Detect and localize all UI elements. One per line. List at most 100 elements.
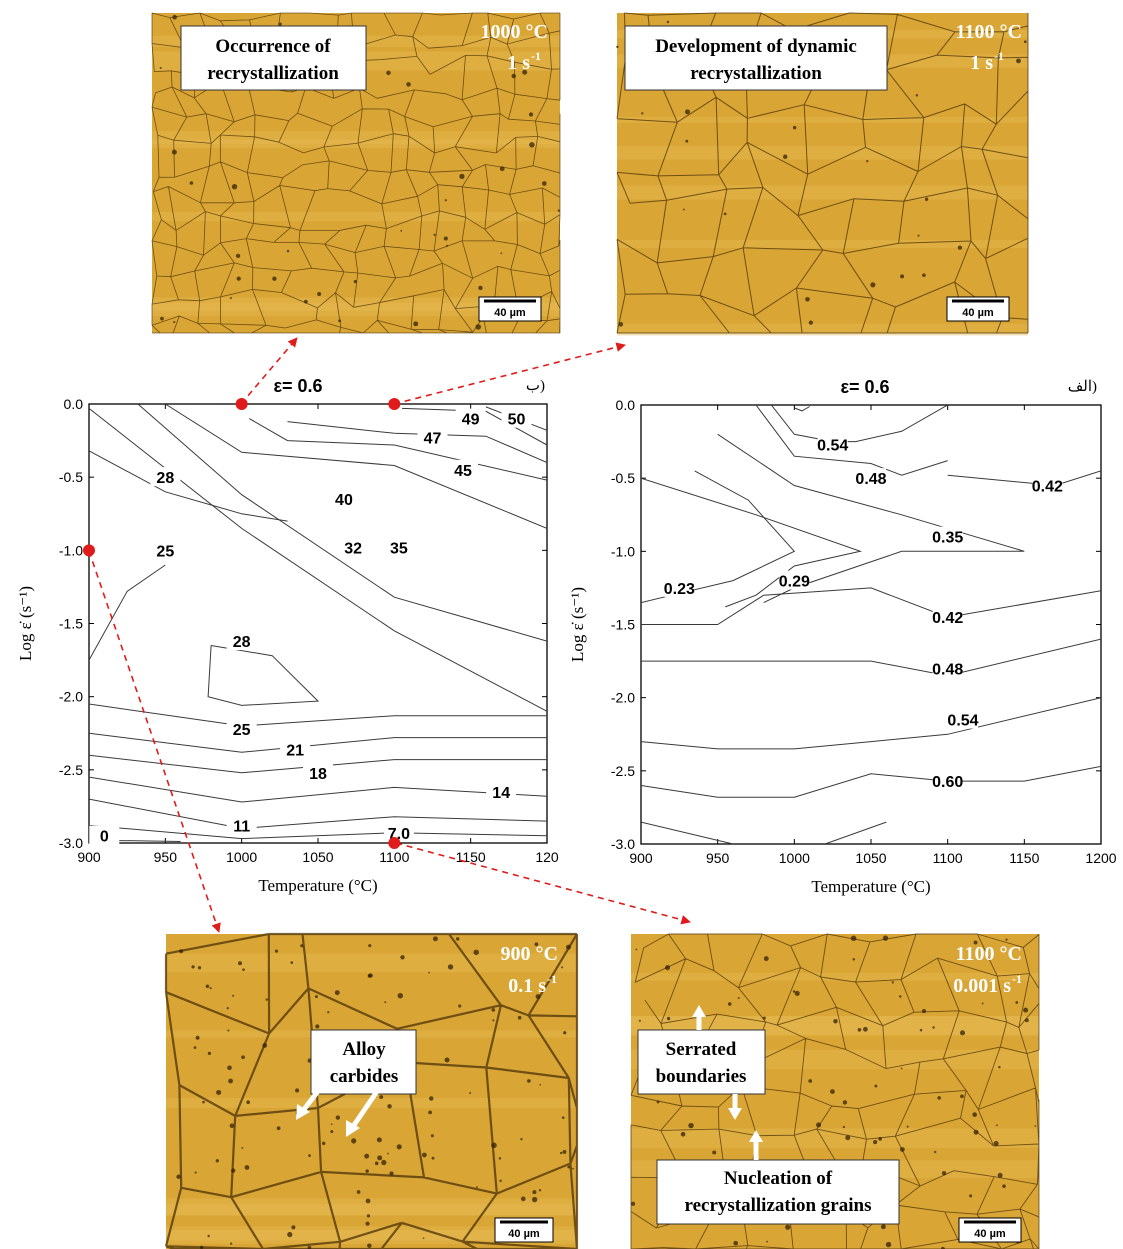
texture-band [152,211,560,222]
carbide-dot [631,1201,636,1206]
carbide-dot [327,1011,330,1014]
contour-label-bg [150,540,181,560]
caption-top-right-line1: Development of dynamic [655,36,857,57]
caption-bottom-left-line2: carbides [330,1066,399,1087]
carbide-dot [455,937,460,941]
carbide-dot [376,1137,382,1143]
contour-label-bg [779,570,810,590]
carbide-dot [921,1009,927,1014]
boundary-arrows [692,1005,763,1160]
x-tick-label: 950 [154,849,178,865]
caption-box-top-right: Development of dynamic recrystallization [624,25,888,91]
carbide-dot [762,1016,766,1020]
contour-line [137,404,547,642]
carbide-dot [891,981,894,984]
carbide-dot [981,1002,984,1005]
carbide-dot [782,154,788,160]
arrow-to-top-right [393,342,626,405]
carbide-dot [473,949,479,956]
contour-line [641,638,1101,677]
contour-label-bg [486,781,517,801]
carbide-dot [173,321,176,324]
strain-rate-exp-bottom-right: -1 [1012,972,1022,986]
y-tick-label: -3.0 [611,836,635,852]
carbide-dot [528,112,534,117]
carbide-dot [159,66,162,69]
contour-label: 28 [233,634,251,651]
carbide-dot [880,1224,886,1230]
carbide-dot [885,1241,892,1248]
carbide-dot [1034,1125,1037,1127]
contour-label-bg [932,658,963,678]
contour-label: 40 [335,492,353,509]
y-tick-label: -3.0 [59,835,83,851]
arrow-to-bottom-right [395,842,691,925]
carbide-dot [377,1155,383,1161]
carbide-dot [262,1043,268,1048]
carbide-dot [422,1152,427,1158]
carbide-dot [666,20,670,24]
x-tick-label: 1000 [226,849,257,865]
contour-line [207,645,320,706]
carbide-dot [941,1246,945,1249]
carbide-dot [723,212,727,216]
caption-box-bottom-right-serrated: Serrated boundaries [637,1029,766,1095]
contour-label: 18 [309,766,327,783]
texture-band [617,323,1028,336]
carbide-dot [932,1026,935,1029]
x-axis-label: Temperature (°C) [811,877,930,896]
contour-label-bg [455,408,486,428]
arrow-to-top-left [240,337,298,405]
carbide-dot [538,1189,542,1192]
contour-label-bg [948,709,978,729]
contour-line [641,765,1101,798]
carbide-dot [236,276,241,281]
caption-bottom-right-nucleation-line2: recrystallization grains [685,1195,872,1216]
carbide-dot [499,1179,502,1182]
x-tick-label: 120 [535,849,559,865]
carbide-dot [561,1116,565,1119]
contour-label-bg [932,526,963,546]
carbide-dot [572,1167,574,1170]
carbide-dot [315,1024,320,1029]
contour-line [89,703,547,727]
contour-label: 35 [390,540,408,557]
carbide-dot [229,297,232,300]
carbide-dot [365,1198,371,1204]
y-tick-label: -2.5 [611,763,635,779]
contour-label: 0.42 [932,610,963,627]
carbide-dot [517,1015,522,1020]
carbide-dot [432,936,438,942]
carbide-dot [491,1142,497,1149]
carbide-dot [314,995,318,999]
scale-bar-label-bottom-right: 40 µm [974,1228,1006,1240]
carbide-dot [396,1144,402,1150]
carbide-dot [666,1016,671,1021]
carbide-dot [231,1168,236,1173]
carbide-dot [207,1234,210,1238]
contour-label-bg [664,577,695,597]
carbide-dot [792,125,797,130]
chart-title: ε= 0.6 [840,377,889,397]
y-tick-label: -1.0 [611,543,635,559]
carbide-dot [899,1147,905,1152]
contour-label-bg [280,739,311,759]
carbide-dot [665,965,671,971]
strain-rate-exp-top-right: -1 [994,49,1004,63]
strain-rate-label-top-right: 1 s [970,52,993,74]
contour-label-bg [417,427,448,447]
carbide-dot [520,1196,526,1202]
contour-label: 28 [156,470,174,487]
carbide-dot [379,1095,384,1100]
carbide-dot [998,1065,1001,1069]
carbide-dot [685,139,689,143]
contour-label: 0.48 [855,471,886,488]
carbide-dot [529,142,535,148]
contour-line [401,407,547,446]
contour-label-bg [501,408,532,428]
texture-band [617,116,1028,124]
contour-line [89,824,547,840]
carbide-dot [238,961,243,966]
carbide-dot [934,1150,937,1154]
carbide-dot [635,948,638,951]
